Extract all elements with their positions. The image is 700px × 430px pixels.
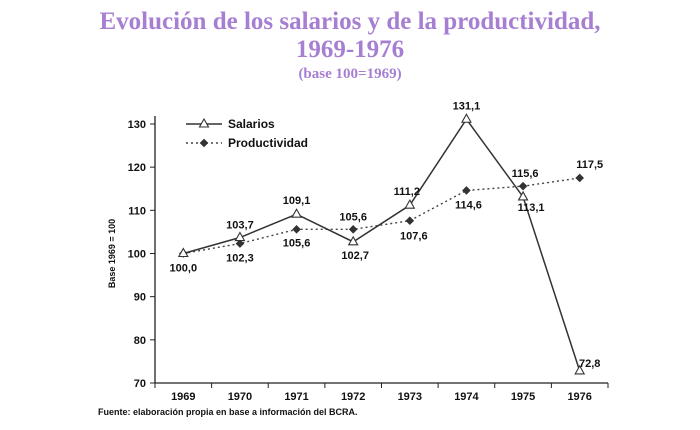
- salarios-point: [460, 113, 472, 123]
- salarios-data-label: 109,1: [283, 195, 311, 207]
- x-tick-label: 1973: [398, 391, 422, 403]
- productividad-data-label: 115,6: [512, 168, 539, 180]
- salarios-point: [347, 235, 359, 246]
- x-tick-label: 1972: [341, 391, 365, 403]
- legend-salarios-label: Salarios: [228, 117, 275, 131]
- productividad-point: [405, 216, 415, 226]
- y-tick-label: 120: [128, 162, 146, 174]
- salarios-point: [404, 199, 416, 209]
- source-note: Fuente: elaboración propia en base a inf…: [98, 407, 358, 417]
- productividad-data-label: 117,5: [576, 159, 603, 171]
- salarios-point: [291, 208, 303, 218]
- legend-productividad-marker: [199, 138, 209, 148]
- productividad-point: [518, 181, 528, 191]
- x-tick-label: 1975: [511, 391, 535, 403]
- productividad-series-line: [183, 177, 580, 255]
- productividad-data-label: 102,3: [226, 253, 254, 265]
- productividad-data-label: 107,6: [400, 231, 428, 243]
- salarios-point: [574, 364, 586, 375]
- x-tick-label: 1971: [284, 391, 308, 403]
- productividad-point: [235, 239, 245, 248]
- salarios-data-label: 72,8: [579, 358, 600, 370]
- chart-title-line2: 1969-1976: [295, 36, 405, 63]
- productividad-point: [292, 225, 301, 234]
- salarios-data-label: 113,1: [518, 202, 545, 214]
- salarios-series-line: [183, 117, 581, 372]
- x-tick-label: 1976: [567, 391, 591, 403]
- legend-productividad-label: Productividad: [228, 136, 308, 150]
- legend-salarios-marker: [198, 117, 210, 128]
- x-tick-label: 1974: [454, 391, 479, 403]
- chart-title-block: Evolución de los salarios y de la produc…: [0, 8, 700, 83]
- y-tick-label: 100: [128, 249, 146, 261]
- y-tick-label: 130: [128, 119, 146, 131]
- salarios-data-label: 103,7: [226, 220, 254, 232]
- y-axis-label: Base 1969 = 100: [107, 219, 117, 288]
- y-tick-label: 110: [128, 205, 146, 217]
- productividad-point: [348, 225, 358, 234]
- y-tick-label: 80: [134, 335, 146, 347]
- productividad-data-label: 105,6: [339, 211, 367, 223]
- chart-subtitle: (base 100=1969): [298, 66, 402, 82]
- x-tick-label: 1969: [171, 391, 195, 403]
- productividad-point: [462, 186, 471, 195]
- y-tick-label: 70: [134, 378, 146, 390]
- salarios-data-label: 100,0: [170, 263, 198, 275]
- chart-title-line1: Evolución de los salarios y de la produc…: [99, 8, 601, 35]
- salarios-point: [517, 190, 529, 201]
- productividad-data-label: 105,6: [283, 237, 311, 249]
- productividad-data-label: 114,6: [455, 199, 482, 211]
- salarios-data-label: 111,2: [394, 186, 420, 198]
- y-tick-label: 90: [134, 292, 146, 304]
- salarios-point: [234, 231, 246, 242]
- productividad-point: [575, 173, 584, 183]
- salarios-data-label: 102,7: [341, 250, 369, 262]
- salarios-point: [177, 247, 189, 258]
- salarios-data-label: 131,1: [453, 100, 481, 112]
- x-tick-label: 1970: [228, 391, 252, 403]
